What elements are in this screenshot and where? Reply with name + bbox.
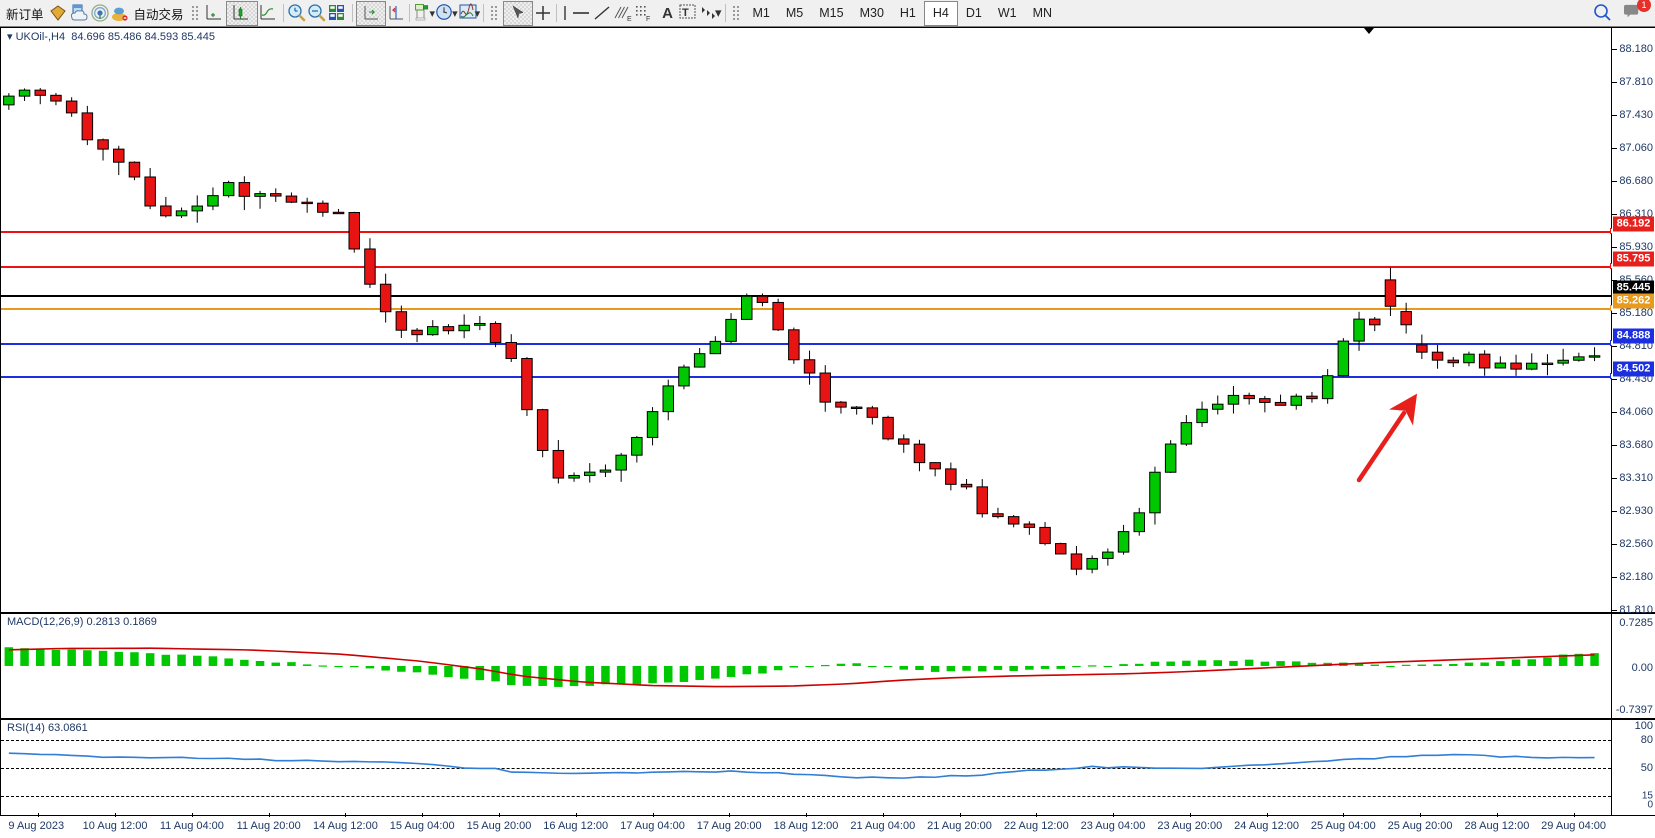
svg-text:F: F bbox=[646, 16, 650, 22]
svg-text:E: E bbox=[627, 16, 632, 22]
svg-text:T: T bbox=[682, 7, 689, 19]
